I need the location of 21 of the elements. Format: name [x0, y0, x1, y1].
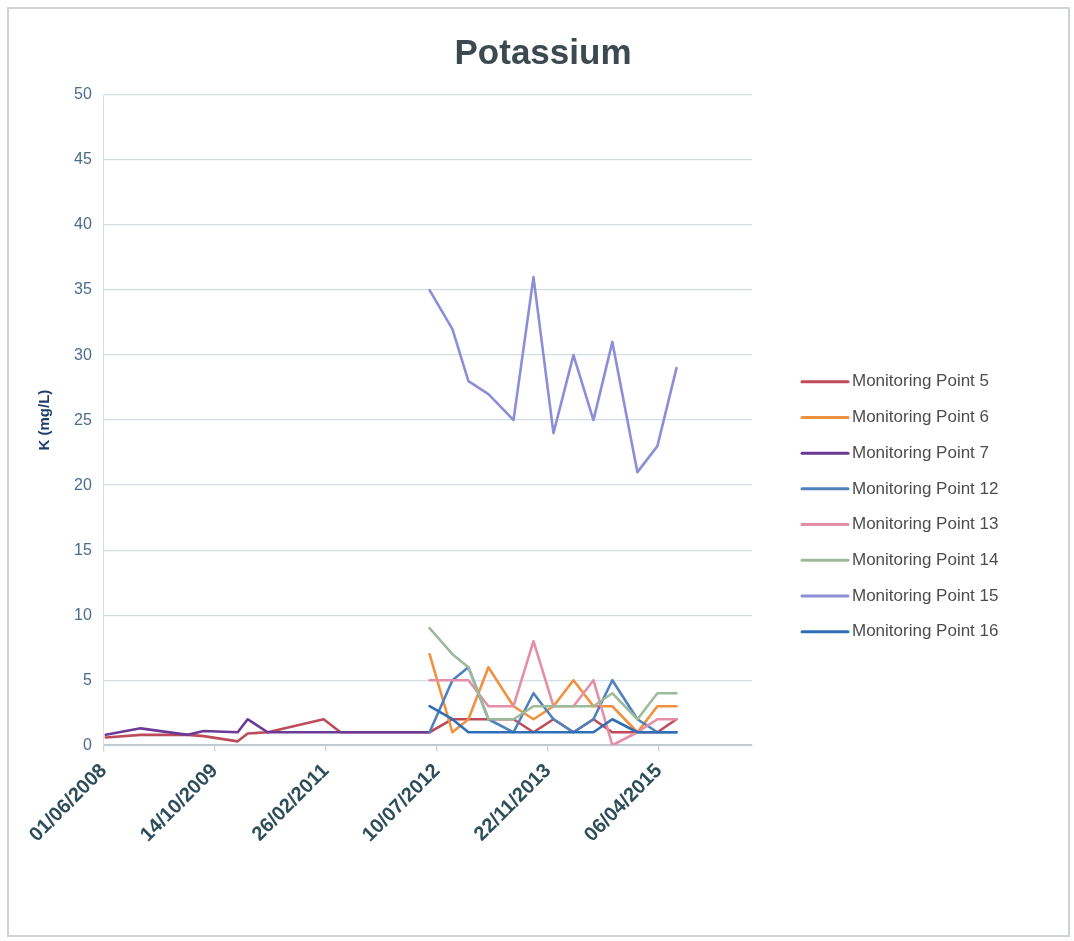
y-tick-label: 5 [82, 670, 92, 688]
legend-label: Monitoring Point 7 [852, 442, 990, 462]
legend-label: Monitoring Point 14 [852, 549, 999, 569]
y-tick-label: 10 [74, 605, 92, 623]
legend-label: Monitoring Point 16 [852, 621, 999, 641]
legend-label: Monitoring Point 13 [852, 514, 999, 534]
y-tick-label: 30 [74, 345, 92, 363]
legend-label: Monitoring Point 15 [852, 585, 999, 605]
legend-label: Monitoring Point 5 [852, 371, 990, 391]
y-tick-label: 40 [74, 215, 92, 233]
y-tick-label: 20 [74, 475, 92, 493]
y-tick-label: 25 [74, 410, 92, 428]
legend-label: Monitoring Point 6 [852, 407, 990, 427]
chart-title: Potassium [454, 32, 632, 71]
y-tick-label: 45 [74, 150, 92, 168]
y-tick-label: 15 [74, 540, 92, 558]
y-tick-label: 0 [82, 735, 92, 753]
legend-label: Monitoring Point 12 [852, 478, 999, 498]
y-tick-label: 35 [74, 280, 92, 298]
y-axis-title: K (mg/L) [35, 389, 53, 451]
y-tick-label: 50 [74, 85, 92, 103]
